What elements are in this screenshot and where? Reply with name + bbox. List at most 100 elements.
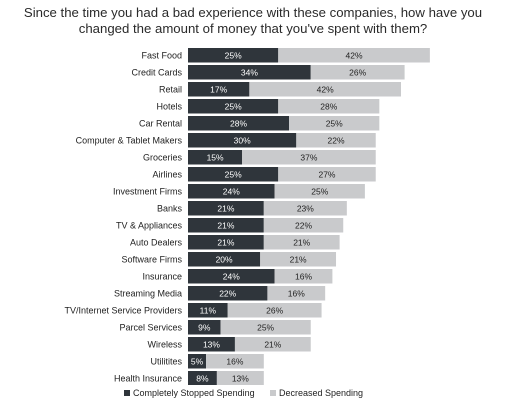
chart-title-line-1: Since the time you had a bad experience …	[23, 5, 483, 20]
category-label: Parcel Services	[119, 322, 182, 332]
category-label: Streaming Media	[114, 288, 182, 298]
bar-stopped	[188, 116, 290, 131]
bar-stopped	[188, 167, 279, 182]
data-label-stopped: 25%	[225, 169, 242, 179]
bar-decreased	[263, 201, 347, 216]
data-label-decreased: 16%	[288, 288, 305, 298]
bar-stopped	[188, 184, 275, 199]
bar-stopped	[188, 235, 264, 250]
data-label-stopped: 15%	[207, 152, 224, 162]
data-label-decreased: 37%	[300, 152, 317, 162]
data-label-stopped: 20%	[216, 254, 233, 264]
legend-label-stopped: Completely Stopped Spending	[133, 388, 255, 398]
bar-stopped	[188, 201, 264, 216]
bar-decreased	[227, 303, 322, 318]
category-label: TV/Internet Service Providers	[64, 305, 182, 315]
bar-stopped	[188, 286, 268, 301]
bar-decreased	[274, 269, 333, 284]
data-label-stopped: 17%	[210, 84, 227, 94]
legend-swatch-decreased	[270, 390, 276, 396]
data-label-decreased: 16%	[295, 271, 312, 281]
data-label-stopped: 5%	[191, 356, 204, 366]
bar-stopped	[188, 354, 207, 369]
bar-decreased	[216, 371, 264, 385]
category-label: Credit Cards	[131, 67, 182, 77]
bar-decreased	[267, 286, 326, 301]
category-label: Wireless	[147, 339, 182, 349]
bar-decreased	[296, 133, 376, 148]
bar-decreased	[206, 354, 264, 369]
data-label-decreased: 16%	[226, 356, 243, 366]
data-label-decreased: 25%	[326, 118, 343, 128]
data-label-decreased: 21%	[264, 339, 281, 349]
category-label: Car Rental	[139, 118, 182, 128]
data-label-decreased: 13%	[232, 373, 249, 383]
data-label-stopped: 8%	[196, 373, 209, 383]
bar-decreased	[278, 48, 430, 63]
bar-stopped	[188, 371, 217, 385]
bar-stopped	[188, 82, 250, 97]
data-label-stopped: 34%	[241, 67, 258, 77]
bar-stopped	[188, 99, 279, 114]
bar-decreased	[220, 320, 311, 335]
data-label-stopped: 13%	[203, 339, 220, 349]
data-label-stopped: 25%	[225, 50, 242, 60]
category-label: Fast Food	[141, 50, 182, 60]
category-label: Health Insurance	[114, 373, 182, 383]
data-label-decreased: 26%	[266, 305, 283, 315]
category-label: Insurance	[142, 271, 182, 281]
data-label-decreased: 23%	[297, 203, 314, 213]
data-label-stopped: 24%	[223, 186, 240, 196]
category-label: Utilitites	[150, 356, 182, 366]
chart-title: Since the time you had a bad experience …	[0, 5, 506, 37]
legend: Completely Stopped Spending Decreased Sp…	[0, 387, 506, 401]
data-label-decreased: 26%	[349, 67, 366, 77]
data-label-stopped: 24%	[223, 271, 240, 281]
bar-decreased	[260, 252, 337, 267]
bar-decreased	[263, 235, 340, 250]
data-label-decreased: 21%	[290, 254, 307, 264]
data-label-decreased: 28%	[320, 101, 337, 111]
data-label-decreased: 27%	[318, 169, 335, 179]
bar-decreased	[249, 82, 401, 97]
bar-decreased	[278, 167, 376, 182]
data-label-decreased: 25%	[257, 322, 274, 332]
data-label-decreased: 22%	[295, 220, 312, 230]
bar-stopped	[188, 133, 297, 148]
bar-stopped	[188, 252, 261, 267]
bar-decreased	[242, 150, 376, 165]
bar-decreased	[234, 337, 311, 352]
bar-stopped	[188, 269, 275, 284]
category-label: Auto Dealers	[130, 237, 183, 247]
data-label-stopped: 28%	[230, 118, 247, 128]
data-label-decreased: 42%	[317, 84, 334, 94]
bar-stopped	[188, 320, 221, 335]
chart-title-line-2: changed the amount of money that you've …	[78, 21, 428, 36]
legend-item-stopped: Completely Stopped Spending	[124, 387, 255, 399]
bar-stopped	[188, 337, 235, 352]
data-label-decreased: 25%	[311, 186, 328, 196]
data-label-stopped: 9%	[198, 322, 211, 332]
data-label-stopped: 30%	[234, 135, 251, 145]
data-label-stopped: 21%	[217, 220, 234, 230]
bar-decreased	[278, 99, 380, 114]
bar-stopped	[188, 303, 228, 318]
data-label-stopped: 22%	[219, 288, 236, 298]
bar-decreased	[274, 184, 365, 199]
category-label: Airlines	[152, 169, 182, 179]
data-label-decreased: 21%	[293, 237, 310, 247]
category-label: Retail	[159, 84, 182, 94]
data-label-decreased: 22%	[328, 135, 345, 145]
category-label: Banks	[157, 203, 183, 213]
bar-stopped	[188, 65, 311, 80]
bar-decreased	[263, 218, 344, 233]
data-label-stopped: 21%	[217, 237, 234, 247]
bar-stopped	[188, 150, 243, 165]
legend-swatch-stopped	[124, 390, 130, 396]
bar-stopped	[188, 48, 279, 63]
data-label-stopped: 21%	[217, 203, 234, 213]
legend-item-decreased: Decreased Spending	[270, 387, 363, 399]
category-label: Investment Firms	[113, 186, 183, 196]
category-label: Hotels	[156, 101, 182, 111]
bar-decreased	[310, 65, 405, 80]
